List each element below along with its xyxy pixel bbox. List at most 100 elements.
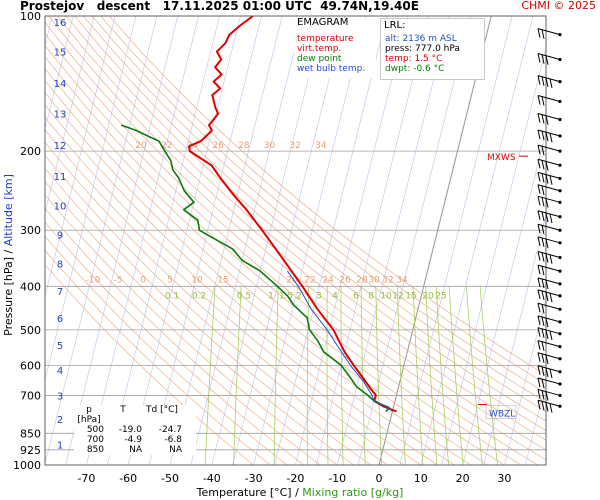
wind-barb-feather: [537, 277, 541, 287]
wind-barb-feather: [545, 115, 549, 125]
levels-table-row: 500 -19.0 -24.7: [74, 425, 196, 435]
wind-barb-feather: [541, 173, 545, 183]
isotherm-line: [253, 16, 367, 465]
chart-title: Prostejov descent 17.11.2025 01:00 UTC 4…: [20, 0, 419, 13]
levels-header-t: T: [120, 405, 126, 415]
wind-barb-feather: [537, 365, 541, 375]
altitude-tick-label: 8: [57, 260, 63, 271]
wind-barb-icon: [537, 195, 562, 208]
wind-barb-feather: [537, 327, 541, 337]
wind-barb-feather: [537, 159, 541, 169]
wind-barbs-layer: [537, 28, 562, 413]
wind-barb-feather: [541, 304, 545, 314]
wind-barb-feather: [545, 329, 549, 340]
wind-barb-feather: [541, 353, 545, 363]
wind-barb-feather: [537, 340, 541, 350]
wind-barb-feather: [541, 29, 545, 39]
mixing-ratio-label: 1.5: [279, 291, 293, 301]
pressure-tick-label: 400: [20, 280, 41, 293]
wind-barb-station: [558, 57, 562, 62]
mixing-ratio-label: 15: [405, 291, 416, 301]
altitude-tick-label: 11: [54, 172, 67, 183]
wind-barb-icon: [537, 210, 562, 224]
temperature-tick-label: 0: [376, 472, 383, 485]
wind-barb-feather: [537, 172, 541, 182]
wind-barb-staff: [537, 340, 561, 348]
wind-barb-feather: [541, 211, 545, 221]
wind-barb-feather: [537, 224, 541, 234]
wind-barb-feather: [549, 368, 553, 379]
isotherm-line: [483, 213, 546, 465]
altitude-tick-label: 5: [57, 341, 63, 352]
pressure-tick-label: 700: [20, 389, 41, 402]
axes-layer: 1002003004005006007008509251000123456789…: [2, 10, 547, 499]
wind-barb-feather: [541, 390, 545, 400]
wind-barb-feather: [541, 266, 545, 276]
wind-barb-staff: [537, 399, 561, 407]
dry-adiabat-line: [45, 56, 522, 465]
mixing-ratio-line: [326, 286, 329, 465]
wind-barb-feather: [549, 330, 553, 341]
pressure-tick-label: 500: [20, 324, 41, 337]
altitude-tick-label: 14: [54, 79, 67, 90]
wind-barb-icon: [537, 302, 562, 314]
wind-barb-staff: [537, 112, 561, 120]
wind-barb-feather: [541, 76, 545, 86]
wind-barb-feather: [541, 225, 545, 235]
temperature-tick-label: -10: [328, 472, 346, 485]
wind-barb-icon: [537, 388, 562, 401]
altitude-tick-label: 1: [57, 440, 63, 451]
wind-barb-icon: [537, 158, 562, 171]
wind-barb-icon: [537, 223, 562, 235]
levels-table: p [hPa] T Td [°C] 500 -19.0 -24.7 700 -4…: [74, 405, 196, 455]
wind-barb-icon: [537, 112, 562, 125]
wind-barb-feather: [545, 291, 549, 302]
series-layer: [120, 16, 397, 413]
wbzl-marker-label: WBZL: [489, 409, 515, 419]
pressure-tick-label: 200: [20, 145, 41, 158]
dry-adiabat-line: [45, 235, 288, 465]
y-axis-title-separator: /: [2, 246, 15, 253]
dry-adiabat-label: 22: [304, 275, 315, 285]
wind-barb-feather: [537, 113, 541, 123]
isotherm-line: [315, 16, 429, 465]
legend-item-wet-bulb: wet bulb temp.: [297, 64, 366, 74]
dry-adiabat-line: [45, 33, 546, 461]
wind-barb-feather: [537, 400, 541, 410]
wbzl-marker-box: [485, 405, 517, 419]
wind-barb-feather: [537, 377, 541, 388]
pressure-tick-label: 100: [20, 10, 41, 23]
wind-barb-icon: [537, 94, 562, 106]
mixing-ratio-line: [204, 286, 216, 465]
levels-cell: -19.0: [118, 425, 142, 435]
wind-barb-feather: [545, 253, 549, 263]
dry-adiabat-line: [45, 207, 321, 465]
wind-barb-station: [558, 149, 562, 153]
wind-barb-icon: [537, 75, 562, 89]
wind-barb-station: [558, 176, 562, 181]
y-axis-title: Pressure [hPa] / Altitude [km]: [2, 174, 15, 336]
levels-cell: 850: [86, 445, 104, 455]
mixing-ratio-label: 0.5: [237, 291, 251, 301]
copyright-link[interactable]: CHMI © 2025: [521, 0, 596, 12]
wind-barb-icon: [537, 53, 562, 65]
isotherm-line: [45, 16, 116, 298]
wind-barb-icon: [537, 277, 562, 290]
altitude-tick-label: 7: [57, 287, 63, 298]
wind-barb-feather: [545, 198, 549, 208]
wind-barb-station: [558, 228, 562, 232]
temperature-tick-label: 10: [414, 472, 428, 485]
levels-cell: 700: [86, 435, 104, 445]
dry-adiabat-label: 28: [356, 275, 368, 285]
dry-adiabat-label: -5: [114, 275, 123, 285]
wind-barb-feather: [545, 77, 549, 87]
dry-adiabat-line: [83, 16, 546, 403]
isotherm-line: [441, 46, 546, 465]
wind-barb-feather: [541, 328, 545, 338]
mixing-ratio-label: 10: [380, 291, 392, 301]
wind-barb-feather: [541, 341, 545, 351]
wind-barb-staff: [537, 129, 561, 137]
dry-adiabat-label: 26: [212, 141, 224, 151]
wind-barb-station: [558, 163, 562, 167]
wind-barb-staff: [537, 264, 561, 272]
